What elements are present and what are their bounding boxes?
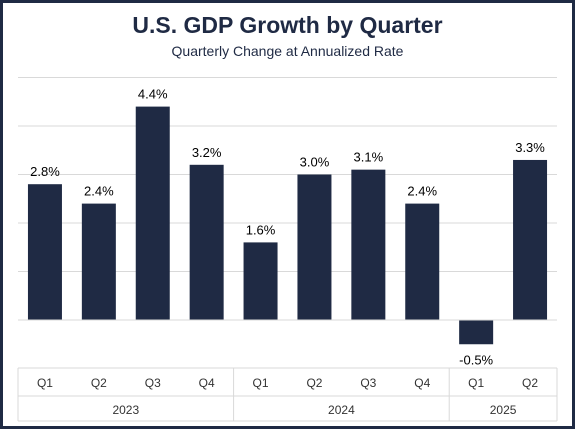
data-label: -0.5% xyxy=(459,352,493,367)
bar xyxy=(189,164,224,320)
bar xyxy=(405,203,440,320)
chart-subtitle: Quarterly Change at Annualized Rate xyxy=(171,43,404,59)
bar xyxy=(27,184,62,320)
bar xyxy=(243,242,278,320)
data-label: 3.1% xyxy=(354,150,384,165)
data-label: 2.8% xyxy=(30,164,60,179)
tick-label: Q3 xyxy=(360,376,376,390)
data-label: 4.4% xyxy=(138,87,168,102)
bar xyxy=(351,169,386,320)
tick-label: Q1 xyxy=(468,376,484,390)
bar xyxy=(81,203,116,320)
data-label: 1.6% xyxy=(246,222,276,237)
tick-label: Q3 xyxy=(145,376,161,390)
chart-title: U.S. GDP Growth by Quarter xyxy=(132,12,443,38)
data-labels: 2.8% 2.4% 4.4% 3.2% 1.6% 3.0% 3.1% 2.4% -0.5% 3.3… xyxy=(30,87,545,368)
bar xyxy=(459,320,494,345)
tick-label: Q4 xyxy=(199,376,215,390)
data-label: 3.2% xyxy=(192,145,222,160)
data-label: 2.4% xyxy=(407,184,437,199)
group-label: 2024 xyxy=(328,403,355,417)
bar xyxy=(297,174,332,320)
bars xyxy=(27,106,548,345)
tick-label: Q1 xyxy=(37,376,53,390)
group-label: 2023 xyxy=(112,403,139,417)
group-label: 2025 xyxy=(490,403,517,417)
bar xyxy=(135,106,170,320)
tick-label: Q1 xyxy=(253,376,269,390)
tick-label: Q4 xyxy=(414,376,430,390)
data-label: 2.4% xyxy=(84,184,114,199)
tick-label: Q2 xyxy=(522,376,538,390)
data-label: 3.3% xyxy=(515,140,545,155)
tick-label: Q2 xyxy=(91,376,107,390)
data-label: 3.0% xyxy=(300,155,330,170)
category-axis: Q1 Q2 Q3 Q4 Q1 Q2 Q3 Q4 Q1 Q2 2023 2024 2025 xyxy=(17,367,558,422)
tick-label: Q2 xyxy=(306,376,322,390)
bar xyxy=(513,159,548,320)
